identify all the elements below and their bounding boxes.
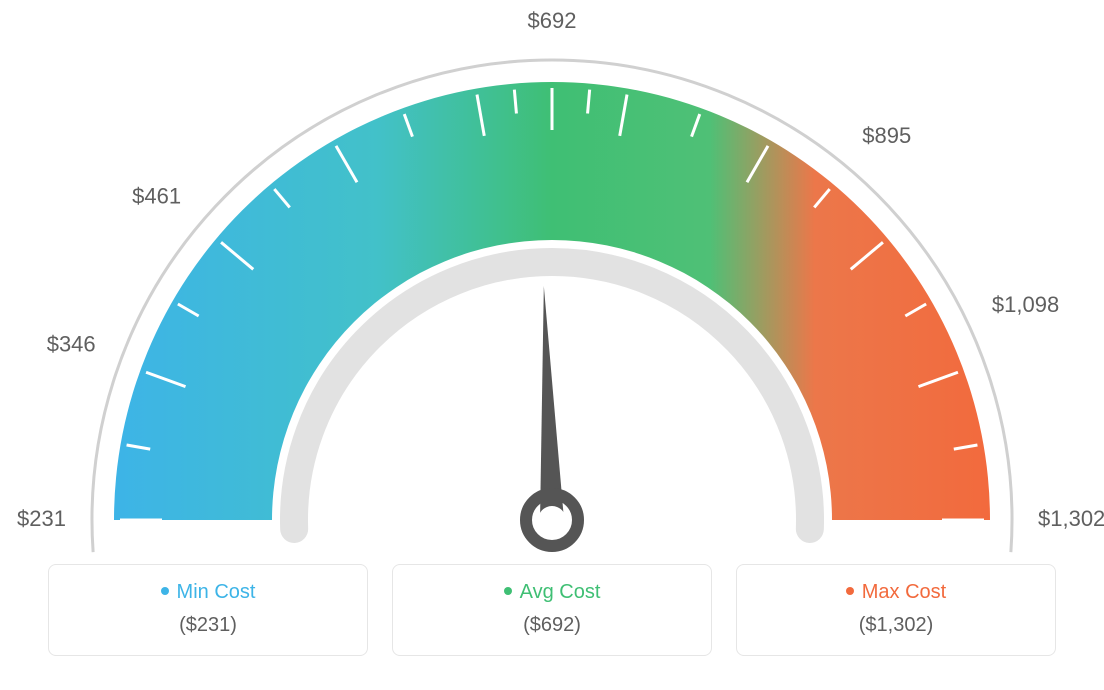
tick-label: $895 <box>862 123 911 148</box>
legend-label-max: Max Cost <box>862 581 946 603</box>
legend-title-avg: Avg Cost <box>413 581 691 604</box>
legend-value-max: ($1,302) <box>757 614 1035 637</box>
tick-minor <box>514 90 516 114</box>
tick-label: $461 <box>132 184 181 209</box>
legend-card-min: Min Cost ($231) <box>48 564 368 656</box>
legend-title-min: Min Cost <box>69 581 347 604</box>
legend-dot-min <box>161 587 169 595</box>
legend-dot-avg <box>504 587 512 595</box>
tick-label: $692 <box>528 8 577 33</box>
tick-label: $231 <box>17 506 66 531</box>
tick-label: $1,098 <box>992 292 1059 317</box>
gauge-chart: $231 $346 $461 $692 $895 $1,098 $1,302 <box>0 0 1104 560</box>
needle-hub-inner <box>538 506 566 534</box>
legend-dot-max <box>846 587 854 595</box>
legend-label-min: Min Cost <box>177 581 256 603</box>
needle <box>540 286 564 520</box>
legend-row: Min Cost ($231) Avg Cost ($692) Max Cost… <box>0 564 1104 656</box>
tick-label: $1,302 <box>1038 506 1104 531</box>
legend-value-min: ($231) <box>69 614 347 637</box>
legend-value-avg: ($692) <box>413 614 691 637</box>
legend-card-max: Max Cost ($1,302) <box>736 564 1056 656</box>
tick-minor <box>588 90 590 114</box>
tick-label: $346 <box>47 332 96 357</box>
legend-card-avg: Avg Cost ($692) <box>392 564 712 656</box>
gauge-svg: $231 $346 $461 $692 $895 $1,098 $1,302 <box>0 0 1104 560</box>
legend-title-max: Max Cost <box>757 581 1035 604</box>
legend-label-avg: Avg Cost <box>520 581 601 603</box>
